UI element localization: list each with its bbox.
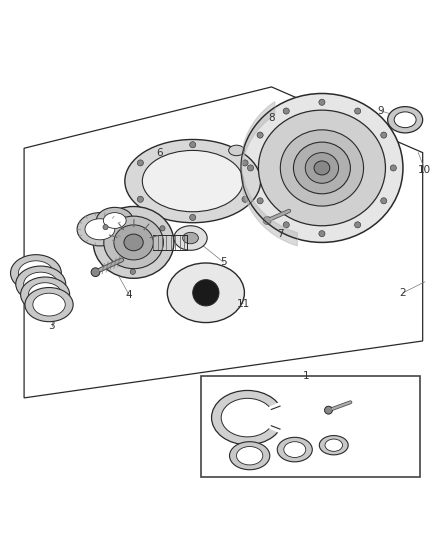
Text: 10: 10	[418, 165, 431, 175]
Ellipse shape	[229, 145, 244, 156]
Ellipse shape	[305, 152, 339, 183]
Ellipse shape	[28, 282, 62, 306]
Ellipse shape	[241, 93, 403, 243]
Ellipse shape	[142, 150, 243, 212]
Circle shape	[355, 108, 360, 114]
Circle shape	[257, 198, 263, 204]
Ellipse shape	[174, 226, 207, 251]
Ellipse shape	[325, 439, 343, 451]
Ellipse shape	[221, 398, 274, 437]
Text: 3: 3	[48, 321, 55, 330]
Ellipse shape	[104, 216, 163, 269]
Circle shape	[263, 216, 271, 224]
Ellipse shape	[237, 447, 263, 465]
Ellipse shape	[212, 391, 283, 445]
Ellipse shape	[167, 263, 244, 322]
Text: 6: 6	[156, 148, 163, 158]
Ellipse shape	[277, 437, 312, 462]
Ellipse shape	[314, 161, 330, 175]
Circle shape	[190, 214, 196, 221]
Text: 2: 2	[399, 288, 406, 298]
Ellipse shape	[394, 112, 416, 128]
Ellipse shape	[284, 442, 306, 457]
Text: 5: 5	[220, 257, 227, 267]
Ellipse shape	[230, 442, 270, 470]
Text: 11: 11	[237, 298, 250, 309]
Circle shape	[283, 108, 289, 114]
Ellipse shape	[258, 110, 385, 226]
Circle shape	[319, 99, 325, 106]
Ellipse shape	[33, 293, 65, 316]
Circle shape	[390, 165, 396, 171]
Circle shape	[137, 160, 143, 166]
Circle shape	[242, 160, 248, 166]
Circle shape	[381, 132, 387, 138]
Polygon shape	[24, 87, 423, 398]
Circle shape	[137, 196, 143, 203]
Ellipse shape	[388, 107, 423, 133]
Ellipse shape	[93, 206, 174, 278]
Circle shape	[190, 142, 196, 148]
Text: 1: 1	[303, 371, 310, 381]
Circle shape	[103, 224, 108, 230]
Circle shape	[319, 231, 325, 237]
Ellipse shape	[21, 277, 70, 312]
Circle shape	[247, 165, 254, 171]
Ellipse shape	[18, 261, 53, 285]
Ellipse shape	[319, 435, 348, 455]
Circle shape	[355, 222, 360, 228]
Circle shape	[257, 132, 263, 138]
Ellipse shape	[24, 272, 58, 296]
Circle shape	[242, 196, 248, 203]
Ellipse shape	[25, 287, 73, 322]
Ellipse shape	[11, 255, 61, 292]
Ellipse shape	[280, 130, 364, 206]
Ellipse shape	[103, 213, 126, 229]
Text: 4: 4	[126, 290, 133, 300]
Circle shape	[325, 406, 332, 414]
Circle shape	[193, 280, 219, 306]
Text: 9: 9	[378, 106, 385, 116]
Ellipse shape	[183, 232, 198, 244]
Ellipse shape	[114, 225, 153, 260]
Ellipse shape	[96, 207, 133, 233]
Ellipse shape	[293, 142, 350, 194]
Ellipse shape	[125, 140, 261, 223]
Ellipse shape	[16, 266, 66, 302]
Circle shape	[381, 198, 387, 204]
Circle shape	[283, 222, 289, 228]
Ellipse shape	[124, 234, 143, 251]
Ellipse shape	[85, 219, 115, 240]
Circle shape	[91, 268, 100, 277]
Circle shape	[160, 225, 165, 231]
Text: 7: 7	[277, 229, 284, 239]
Text: 8: 8	[268, 112, 275, 123]
Circle shape	[130, 269, 135, 274]
FancyBboxPatch shape	[201, 376, 420, 477]
Wedge shape	[268, 401, 286, 434]
Ellipse shape	[77, 213, 123, 246]
